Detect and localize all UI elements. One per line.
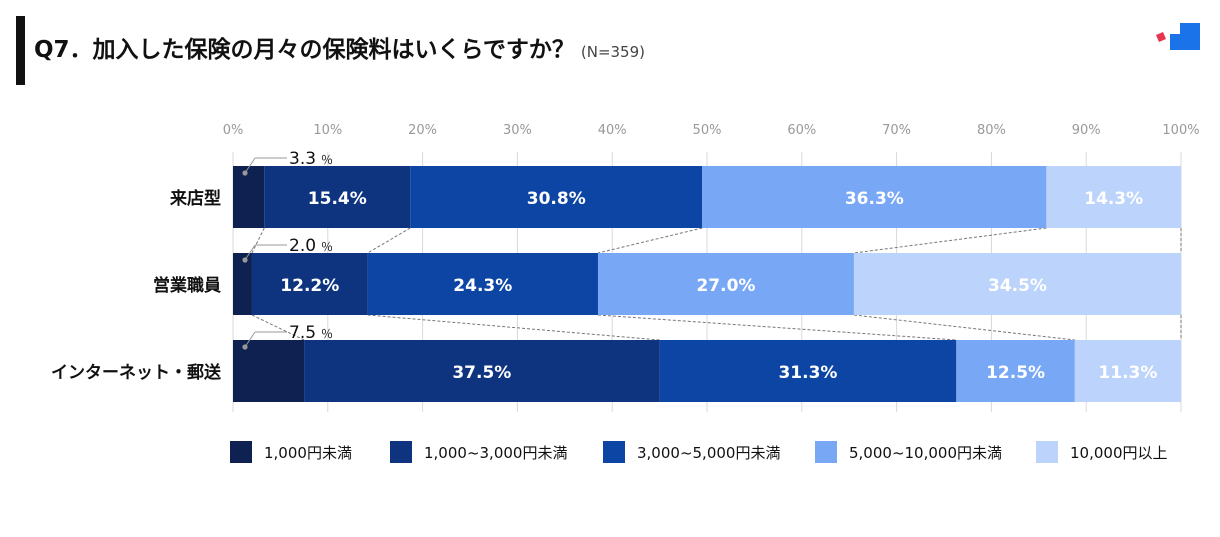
x-tick-label: 30% <box>503 123 532 138</box>
leader-line <box>244 157 256 174</box>
sample-size: (N=359) <box>580 43 645 61</box>
legend-swatch <box>390 441 412 463</box>
value-label: 24.3% <box>453 276 512 296</box>
value-label: 3.3 ％ <box>289 149 333 169</box>
x-tick-label: 80% <box>977 123 1006 138</box>
bar-segment <box>367 253 598 315</box>
leader-line <box>244 244 256 261</box>
connector-line <box>597 314 957 341</box>
x-tick-label: 60% <box>787 123 816 138</box>
bar-segment <box>410 166 703 228</box>
x-tick-label: 70% <box>882 123 911 138</box>
value-label-unit: ％ <box>321 327 333 341</box>
legend: 1,000円未満 1,000~3,000円未満 3,000~5,000円未満 5,00… <box>230 441 1168 463</box>
connector-line <box>853 227 1047 254</box>
connector-line <box>597 227 703 254</box>
value-label: 27.0% <box>696 276 755 296</box>
bar-segments <box>233 166 1181 402</box>
legend-swatch <box>1036 441 1058 463</box>
bar-segment <box>233 340 305 402</box>
bar-segment <box>1074 340 1181 402</box>
leader-line <box>244 331 256 348</box>
legend-label: 1,000~3,000円未満 <box>424 444 567 462</box>
legend-label: 5,000~10,000円未満 <box>849 444 1002 462</box>
bar-segment <box>659 340 957 402</box>
x-axis-ticks: 0% 10% 20% 30% 40% 50% 60% 70% 80% 90% 100% <box>223 123 1200 138</box>
value-label: 15.4% <box>308 189 367 209</box>
value-label: 12.5% <box>986 363 1045 383</box>
legend-swatch <box>815 441 837 463</box>
bar-segment <box>1046 166 1181 228</box>
x-tick-label: 90% <box>1072 123 1101 138</box>
value-label: 37.5% <box>452 363 511 383</box>
value-label-unit: ％ <box>321 153 333 167</box>
value-label: 14.3% <box>1084 189 1143 209</box>
legend-swatch <box>230 441 252 463</box>
value-label: 12.2% <box>280 276 339 296</box>
bar-segment <box>702 166 1047 228</box>
bar-segment <box>251 253 368 315</box>
legend-label: 10,000円以上 <box>1070 444 1168 462</box>
x-tick-label: 20% <box>408 123 437 138</box>
value-label: 7.5 ％ <box>289 323 333 343</box>
value-labels: 3.3 ％ 15.4% 30.8% 36.3% 14.3% 2.0 ％ 12.2% 24.3% 27… <box>242 149 1157 383</box>
value-label: 11.3% <box>1098 363 1157 383</box>
bar-segment <box>233 253 252 315</box>
bar-segment <box>597 253 854 315</box>
value-label: 30.8% <box>527 189 586 209</box>
value-label-unit: ％ <box>321 240 333 254</box>
category-label: 営業職員 <box>153 275 221 296</box>
connector-lines <box>251 227 1182 341</box>
x-tick-label: 50% <box>693 123 722 138</box>
brand-logo-icon <box>1156 23 1200 50</box>
connector-line <box>251 227 265 254</box>
category-label: インターネット・郵送 <box>51 362 222 383</box>
value-label: 34.5% <box>988 276 1047 296</box>
value-label: 31.3% <box>778 363 837 383</box>
bar-segment <box>956 340 1075 402</box>
connector-line <box>367 314 660 341</box>
value-label: 36.3% <box>845 189 904 209</box>
connector-line <box>853 314 1075 341</box>
x-tick-label: 10% <box>313 123 342 138</box>
legend-label: 1,000円未満 <box>264 444 352 462</box>
x-tick-label: 40% <box>598 123 627 138</box>
chart-title: Q7．加入した保険の月々の保険料はいくらですか？ (N=359) <box>34 37 645 63</box>
bar-segment <box>233 166 265 228</box>
legend-swatch <box>603 441 625 463</box>
bar-segment <box>304 340 660 402</box>
bar-segment <box>853 253 1181 315</box>
title-accent-bar <box>16 16 25 85</box>
bar-segment <box>264 166 411 228</box>
category-label: 来店型 <box>169 188 221 209</box>
x-tick-label: 0% <box>223 123 244 138</box>
value-label: 2.0 ％ <box>289 236 333 256</box>
connector-line <box>367 227 411 254</box>
x-tick-label: 100% <box>1162 123 1199 138</box>
legend-label: 3,000~5,000円未満 <box>637 444 780 462</box>
